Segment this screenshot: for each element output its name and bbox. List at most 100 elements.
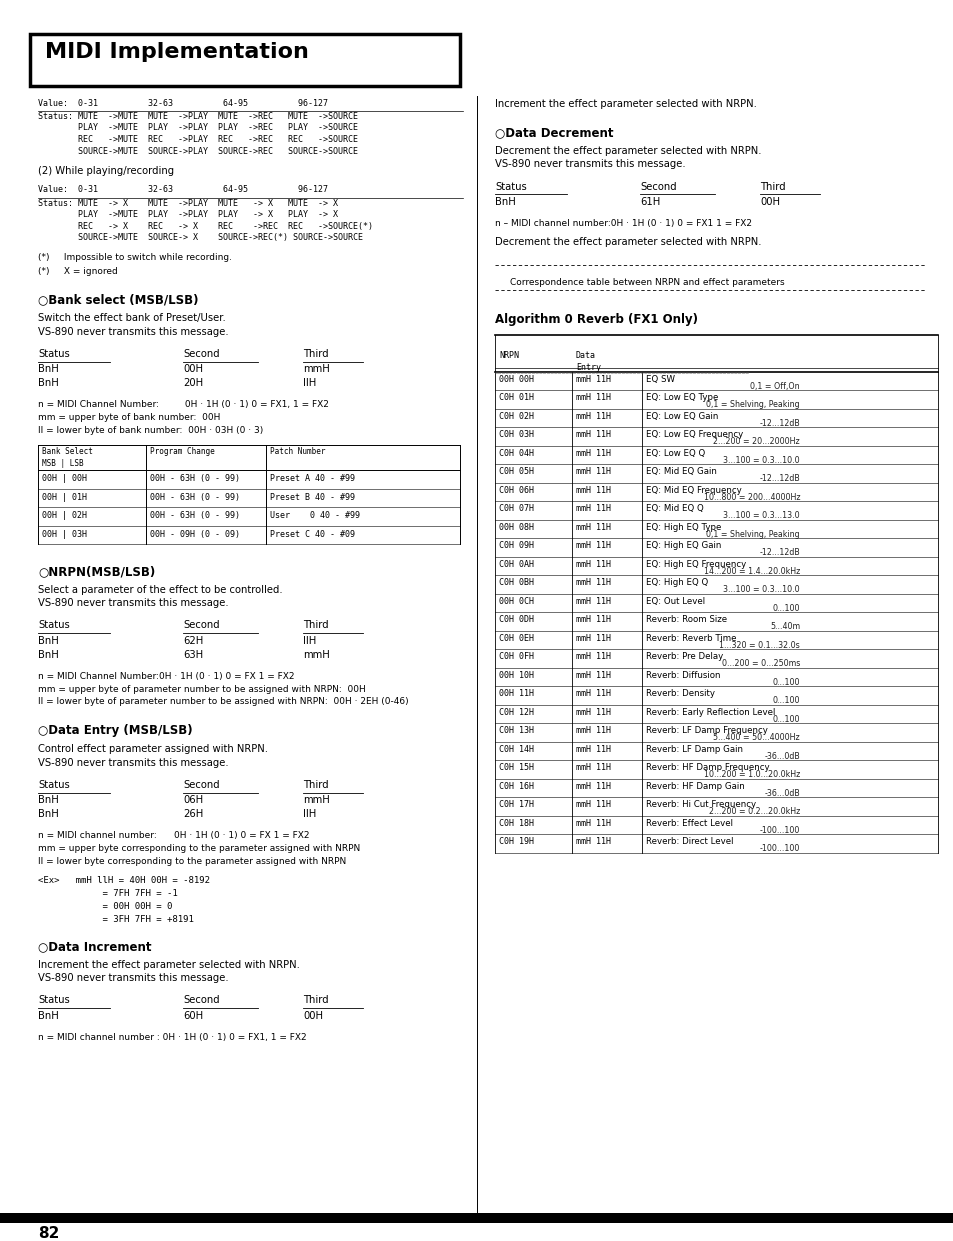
Text: Data: Data (576, 351, 596, 360)
Text: ○Bank select (MSB/LSB): ○Bank select (MSB/LSB) (38, 294, 198, 307)
Text: Status: Status (38, 349, 70, 359)
Text: C0H 06H: C0H 06H (498, 486, 534, 495)
Text: 0...100: 0...100 (772, 604, 800, 613)
Text: Patch Number: Patch Number (270, 447, 325, 455)
Text: BnH: BnH (38, 809, 59, 819)
Text: mm = upper byte corresponding to the parameter assigned with NRPN: mm = upper byte corresponding to the par… (38, 844, 360, 853)
Text: C0H 05H: C0H 05H (498, 468, 534, 477)
Text: Preset B 40 - #99: Preset B 40 - #99 (270, 493, 355, 501)
Text: mm = upper byte of parameter number to be assigned with NRPN:  00H: mm = upper byte of parameter number to b… (38, 685, 365, 694)
Text: EQ SW: EQ SW (645, 375, 675, 383)
Text: 60H: 60H (183, 1011, 203, 1021)
Text: 10...800 = 200...4000Hz: 10...800 = 200...4000Hz (702, 493, 800, 503)
Text: Status: Status (38, 620, 70, 630)
Text: ll = lower byte of bank number:  00H · 03H (0 · 3): ll = lower byte of bank number: 00H · 03… (38, 426, 263, 436)
Text: mmH 11H: mmH 11H (576, 800, 610, 809)
Text: mmH 11H: mmH 11H (576, 431, 610, 439)
Text: Preset C 40 - #09: Preset C 40 - #09 (270, 530, 355, 539)
Text: mmH 11H: mmH 11H (576, 616, 610, 624)
Text: C0H 0DH: C0H 0DH (498, 616, 534, 624)
Text: Reverb: Room Size: Reverb: Room Size (645, 616, 726, 624)
Text: C0H 15H: C0H 15H (498, 763, 534, 772)
Text: Reverb: Reverb Time: Reverb: Reverb Time (645, 634, 736, 643)
Text: VS-890 never transmits this message.: VS-890 never transmits this message. (38, 326, 229, 338)
Text: 3...100 = 0.3...10.0: 3...100 = 0.3...10.0 (722, 455, 800, 465)
Text: mmH 11H: mmH 11H (576, 578, 610, 587)
Text: Value:  0-31          32-63          64-95          96-127: Value: 0-31 32-63 64-95 96-127 (38, 185, 328, 195)
Text: 61H: 61H (639, 197, 659, 207)
Text: -12...12dB: -12...12dB (759, 419, 800, 428)
Text: 00H: 00H (760, 197, 780, 207)
Text: C0H 01H: C0H 01H (498, 393, 534, 402)
Text: PLAY  ->MUTE  PLAY  ->PLAY  PLAY   -> X   PLAY  -> X: PLAY ->MUTE PLAY ->PLAY PLAY -> X PLAY -… (38, 210, 337, 218)
Text: BnH: BnH (38, 1011, 59, 1021)
Text: Reverb: Effect Level: Reverb: Effect Level (645, 819, 732, 828)
Text: Increment the effect parameter selected with NRPN.: Increment the effect parameter selected … (38, 961, 299, 970)
Text: -36...0dB: -36...0dB (763, 752, 800, 761)
Text: C0H 14H: C0H 14H (498, 745, 534, 755)
Text: BnH: BnH (38, 649, 59, 659)
Text: 1...320 = 0.1...32.0s: 1...320 = 0.1...32.0s (719, 642, 800, 650)
Text: n = MIDI channel number:      0H · 1H (0 · 1) 0 = FX 1 = FX2: n = MIDI channel number: 0H · 1H (0 · 1)… (38, 831, 309, 840)
Text: mmH 11H: mmH 11H (576, 412, 610, 421)
Text: -100...100: -100...100 (759, 844, 800, 854)
Text: Algorithm 0 Reverb (FX1 Only): Algorithm 0 Reverb (FX1 Only) (495, 314, 698, 326)
Text: 00H: 00H (183, 365, 203, 375)
Text: EQ: Low EQ Type: EQ: Low EQ Type (645, 393, 718, 402)
Text: Reverb: HF Damp Gain: Reverb: HF Damp Gain (645, 782, 744, 791)
Text: REC   ->MUTE  REC   ->PLAY  REC   ->REC   REC   ->SOURCE: REC ->MUTE REC ->PLAY REC ->REC REC ->SO… (38, 135, 357, 144)
Text: C0H 07H: C0H 07H (498, 505, 534, 514)
Text: Program Change: Program Change (150, 447, 214, 455)
Text: mmH 11H: mmH 11H (576, 745, 610, 755)
Text: mmH 11H: mmH 11H (576, 522, 610, 532)
Text: C0H 09H: C0H 09H (498, 541, 534, 551)
Text: Third: Third (303, 349, 328, 359)
Text: 14...200 = 1.4...20.0kHz: 14...200 = 1.4...20.0kHz (703, 567, 800, 576)
Text: 06H: 06H (183, 795, 203, 805)
Text: C0H 0AH: C0H 0AH (498, 560, 534, 570)
Text: mmH 11H: mmH 11H (576, 560, 610, 570)
Text: 63H: 63H (183, 649, 203, 659)
Text: mmH 11H: mmH 11H (576, 653, 610, 661)
Text: Correspondence table between NRPN and effect parameters: Correspondence table between NRPN and ef… (510, 278, 783, 288)
Text: C0H 19H: C0H 19H (498, 838, 534, 846)
Text: ll = lower byte corresponding to the parameter assigned with NRPN: ll = lower byte corresponding to the par… (38, 858, 346, 866)
Text: Bank Select: Bank Select (42, 447, 92, 455)
Text: 2...200 = 0.2...20.0kHz: 2...200 = 0.2...20.0kHz (708, 808, 800, 817)
Text: = 00H 00H = 0: = 00H 00H = 0 (38, 902, 172, 911)
Text: mmH 11H: mmH 11H (576, 468, 610, 477)
Text: BnH: BnH (38, 635, 59, 647)
Text: mmH: mmH (303, 365, 330, 375)
Text: C0H 03H: C0H 03H (498, 431, 534, 439)
Text: Status: MUTE  -> X    MUTE  ->PLAY  MUTE   -> X   MUTE  -> X: Status: MUTE -> X MUTE ->PLAY MUTE -> X … (38, 199, 337, 207)
Text: ll = lower byte of parameter number to be assigned with NRPN:  00H · 2EH (0-46): ll = lower byte of parameter number to b… (38, 697, 408, 706)
Text: 5...400 = 50...4000Hz: 5...400 = 50...4000Hz (713, 733, 800, 742)
Text: 0...100: 0...100 (772, 696, 800, 705)
Text: (*)     Impossible to switch while recording.: (*) Impossible to switch while recording… (38, 253, 232, 262)
Text: mm = upper byte of bank number:  00H: mm = upper byte of bank number: 00H (38, 413, 220, 422)
Text: 00H: 00H (303, 1011, 323, 1021)
Text: Third: Third (303, 620, 328, 630)
Text: Control effect parameter assigned with NRPN.: Control effect parameter assigned with N… (38, 745, 268, 755)
Text: Value:  0-31          32-63          64-95          96-127: Value: 0-31 32-63 64-95 96-127 (38, 99, 328, 108)
Text: llH: llH (303, 635, 315, 647)
Text: NRPN: NRPN (498, 351, 518, 360)
Text: llH: llH (303, 809, 315, 819)
Text: C0H 02H: C0H 02H (498, 412, 534, 421)
Text: -36...0dB: -36...0dB (763, 789, 800, 798)
Bar (0, 1212, 953, 1222)
Text: Decrement the effect parameter selected with NRPN.: Decrement the effect parameter selected … (495, 146, 760, 156)
Text: ○Data Decrement: ○Data Decrement (495, 127, 613, 139)
Text: -12...12dB: -12...12dB (759, 474, 800, 484)
Text: EQ: High EQ Frequency: EQ: High EQ Frequency (645, 560, 745, 570)
Text: mmH 11H: mmH 11H (576, 486, 610, 495)
Text: = 7FH 7FH = -1: = 7FH 7FH = -1 (38, 889, 177, 898)
Text: VS-890 never transmits this message.: VS-890 never transmits this message. (495, 160, 685, 170)
Text: Status: Status (38, 995, 70, 1005)
Text: 00H - 63H (0 - 99): 00H - 63H (0 - 99) (150, 493, 240, 501)
Text: mmH 11H: mmH 11H (576, 819, 610, 828)
Text: llH: llH (303, 379, 315, 388)
Text: EQ: High EQ Gain: EQ: High EQ Gain (645, 541, 720, 551)
Text: 20H: 20H (183, 379, 203, 388)
Text: C0H 13H: C0H 13H (498, 726, 534, 736)
